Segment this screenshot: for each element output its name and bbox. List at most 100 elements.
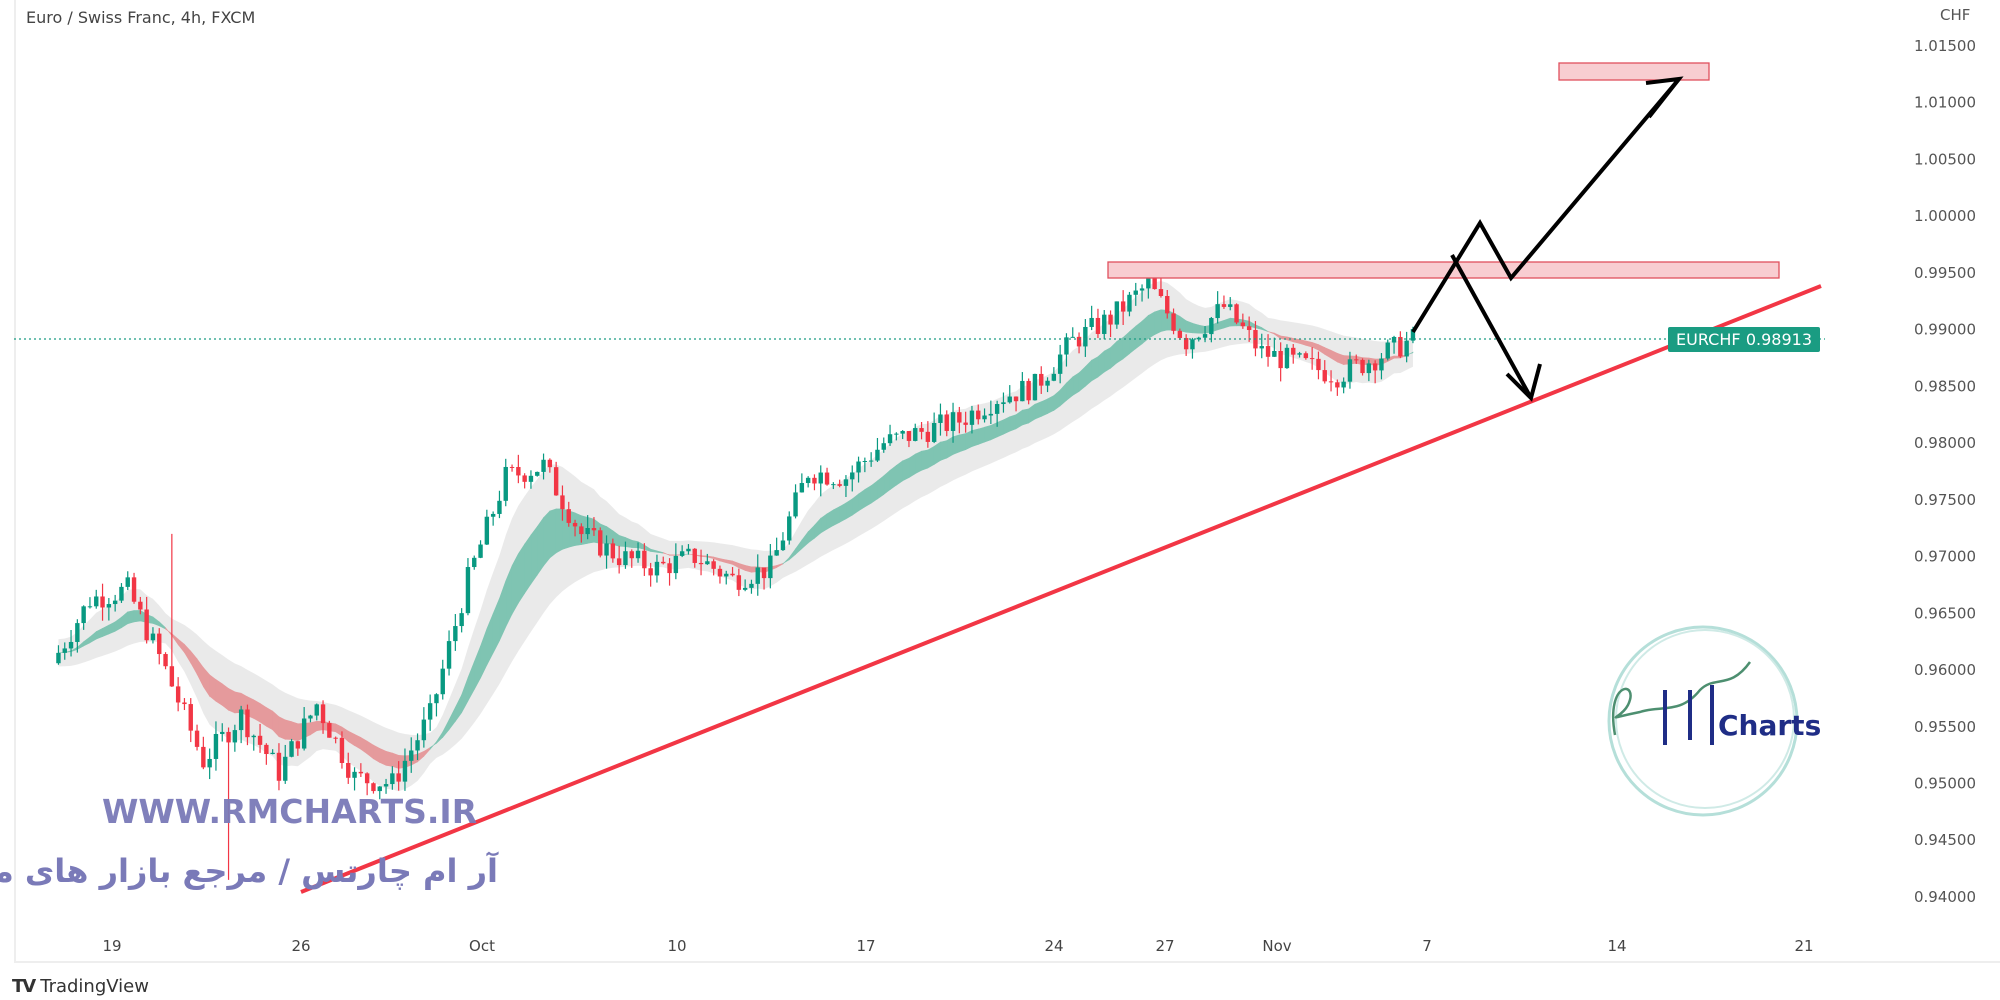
candle-body <box>560 495 565 510</box>
candle <box>1108 310 1113 338</box>
candle-body <box>276 752 282 781</box>
candle-body <box>868 460 874 462</box>
candle <box>144 596 149 644</box>
candle <box>1165 289 1170 319</box>
ma-ribbon-segment <box>1185 320 1193 334</box>
candle-body <box>818 472 823 484</box>
ma-ribbon-segment <box>555 508 563 554</box>
tradingview-brand[interactable]: TV TradingView <box>12 976 149 997</box>
candle-body <box>516 467 521 476</box>
candle-body <box>919 428 924 432</box>
ma-ribbon-segment <box>1009 414 1017 432</box>
ma-ribbon-segment <box>228 687 236 714</box>
candle <box>390 766 395 790</box>
candle <box>232 724 238 752</box>
candle-body <box>1026 380 1031 401</box>
y-tick-label: 0.94500 <box>1914 831 1976 849</box>
candle-body <box>1089 317 1094 327</box>
candle <box>283 744 288 784</box>
candle-body <box>661 561 666 564</box>
candle-body <box>289 741 294 757</box>
bullish-path-arrow[interactable] <box>1411 77 1681 334</box>
candle-body <box>1228 304 1233 307</box>
candle <box>1020 372 1025 402</box>
candle-body <box>805 477 811 484</box>
candle <box>503 458 508 507</box>
candle-body <box>1291 347 1296 355</box>
candle <box>453 614 458 651</box>
candle-body <box>824 472 830 485</box>
candle-body <box>742 587 748 590</box>
candle <box>692 548 697 568</box>
candle <box>957 406 962 434</box>
candle <box>516 454 521 484</box>
candle-body <box>1309 358 1315 360</box>
candle <box>320 700 326 734</box>
candle-body <box>1196 337 1201 340</box>
candle-body <box>358 771 364 774</box>
candle <box>188 698 193 743</box>
candle <box>289 738 294 758</box>
candle-body <box>1064 337 1069 355</box>
ma-band-area <box>58 281 1413 792</box>
candle-body <box>988 413 994 416</box>
candle-body <box>87 606 93 608</box>
trendline[interactable] <box>300 284 1822 894</box>
time-axis[interactable]: 19 26 Oct 10 17 24 27 Nov 7 14 21 <box>102 937 1813 955</box>
candle <box>1070 327 1075 338</box>
candle <box>843 475 849 497</box>
candle <box>1215 291 1220 324</box>
y-tick-label: 0.95500 <box>1914 718 1976 736</box>
candle <box>805 476 811 488</box>
candle-body <box>667 563 672 574</box>
candle-body <box>535 471 540 476</box>
target-zone[interactable] <box>1558 62 1710 81</box>
candle-body <box>81 606 86 624</box>
candle <box>604 535 609 569</box>
price-axis[interactable]: CHF 1.01500 1.01000 1.00500 1.00000 0.99500 0.… <box>1914 6 1976 906</box>
candle-body <box>112 600 118 605</box>
candle <box>213 721 219 771</box>
candle-body <box>314 704 319 716</box>
candle-body <box>377 786 382 792</box>
ma-ribbon-segment <box>392 752 399 769</box>
resistance-zone[interactable] <box>1107 261 1780 279</box>
candle <box>566 501 571 527</box>
candle <box>157 628 162 665</box>
candle <box>698 549 704 576</box>
candle-body <box>459 613 464 627</box>
candle-body <box>402 760 408 782</box>
candle <box>868 452 874 467</box>
candle-body <box>1398 336 1403 357</box>
candle-body <box>881 443 886 450</box>
candle <box>1076 332 1082 354</box>
candle <box>1095 308 1101 338</box>
candle <box>774 537 779 556</box>
candle <box>308 714 313 723</box>
y-tick-label: 0.98000 <box>1914 434 1976 452</box>
ma-ribbon <box>58 309 1414 769</box>
candle <box>1398 331 1403 359</box>
candle <box>585 515 590 540</box>
candle <box>528 470 534 489</box>
candle-body <box>541 459 546 472</box>
candle <box>938 403 943 436</box>
candle-body <box>1152 278 1157 290</box>
candle <box>112 594 118 612</box>
logo-text: Charts <box>1718 709 1821 742</box>
candle <box>1265 334 1271 367</box>
candle-body <box>201 746 206 768</box>
candle-body <box>238 709 244 731</box>
ma-ribbon-segment <box>1148 311 1155 340</box>
bearish-path-arrow[interactable] <box>1450 254 1533 399</box>
candle-body <box>1215 304 1220 319</box>
candle-body <box>1007 396 1012 403</box>
candle-body <box>1133 290 1138 295</box>
candle <box>484 509 490 546</box>
candle-body <box>169 666 175 687</box>
ma-ribbon-segment <box>927 445 935 469</box>
x-tick-label: 7 <box>1422 937 1432 955</box>
candle-body <box>579 526 584 535</box>
candle <box>1284 344 1290 369</box>
